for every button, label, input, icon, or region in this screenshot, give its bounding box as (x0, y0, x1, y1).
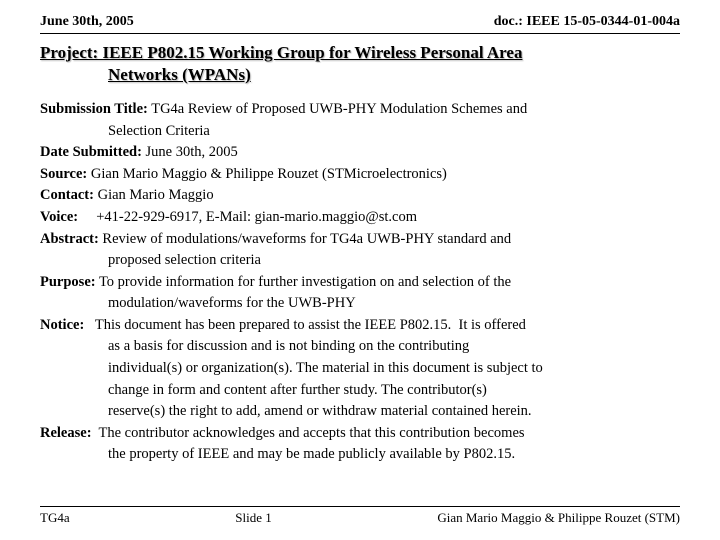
footer-center: Slide 1 (235, 510, 271, 526)
submission-l2: Selection Criteria (40, 122, 680, 142)
notice-l1: This document has been prepared to assis… (84, 317, 526, 333)
voice-value: +41-22-929-6917, E-Mail: gian-mario.magg… (78, 209, 417, 225)
notice-l3: individual(s) or organization(s). The ma… (40, 359, 680, 379)
header-date: June 30th, 2005 (40, 14, 134, 30)
project-title: Project: IEEE P802.15 Working Group for … (40, 42, 680, 86)
abstract-label: Abstract: (40, 231, 99, 247)
submission-title: Submission Title: TG4a Review of Propose… (40, 100, 680, 120)
content: Project: IEEE P802.15 Working Group for … (0, 34, 720, 465)
contact: Contact: Gian Mario Maggio (40, 186, 680, 206)
notice-l4: change in form and content after further… (40, 381, 680, 401)
voice: Voice: +41-22-929-6917, E-Mail: gian-mar… (40, 208, 680, 228)
notice-l5: reserve(s) the right to add, amend or wi… (40, 402, 680, 422)
release: Release: The contributor acknowledges an… (40, 424, 680, 444)
purpose-l1: To provide information for further inves… (96, 274, 512, 290)
purpose-label: Purpose: (40, 274, 96, 290)
project-line1: Project: IEEE P802.15 Working Group for … (40, 43, 522, 62)
notice-label: Notice: (40, 317, 84, 333)
footer-right: Gian Mario Maggio & Philippe Rouzet (STM… (437, 510, 680, 526)
abstract-l1: Review of modulations/waveforms for TG4a… (99, 231, 511, 247)
purpose-l2: modulation/waveforms for the UWB-PHY (40, 294, 680, 314)
footer-left: TG4a (40, 510, 70, 526)
header-doc: doc.: IEEE 15-05-0344-01-004a (494, 14, 680, 30)
header: June 30th, 2005 doc.: IEEE 15-05-0344-01… (0, 0, 720, 34)
release-l2: the property of IEEE and may be made pub… (40, 445, 680, 465)
abstract-l2: proposed selection criteria (40, 251, 680, 271)
submission-label: Submission Title: (40, 101, 148, 117)
project-line2: Networks (WPANs) (40, 64, 680, 86)
submission-value-l1: TG4a Review of Proposed UWB-PHY Modulati… (148, 101, 527, 117)
release-label: Release: (40, 425, 92, 441)
date-label: Date Submitted: (40, 144, 142, 160)
source-value: Gian Mario Maggio & Philippe Rouzet (STM… (87, 166, 447, 182)
purpose: Purpose: To provide information for furt… (40, 273, 680, 293)
date-submitted: Date Submitted: June 30th, 2005 (40, 143, 680, 163)
abstract: Abstract: Review of modulations/waveform… (40, 230, 680, 250)
date-value: June 30th, 2005 (142, 144, 238, 160)
release-l1: The contributor acknowledges and accepts… (92, 425, 525, 441)
notice-l2: as a basis for discussion and is not bin… (40, 337, 680, 357)
source: Source: Gian Mario Maggio & Philippe Rou… (40, 165, 680, 185)
notice: Notice: This document has been prepared … (40, 316, 680, 336)
footer: TG4a Slide 1 Gian Mario Maggio & Philipp… (40, 506, 680, 526)
source-label: Source: (40, 166, 87, 182)
contact-value: Gian Mario Maggio (94, 187, 214, 203)
voice-label: Voice: (40, 209, 78, 225)
contact-label: Contact: (40, 187, 94, 203)
